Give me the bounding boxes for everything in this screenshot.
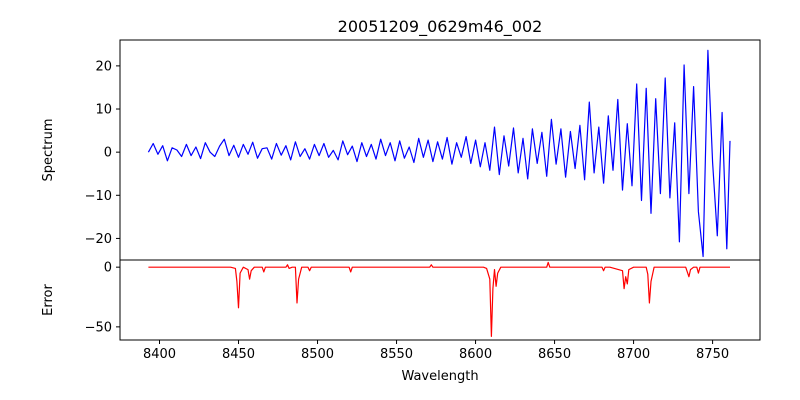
y-tick-label: 0 <box>104 146 112 161</box>
spectrum-y-ticks: −20 −10 0 10 20 <box>85 59 120 247</box>
error-y-ticks: −50 0 <box>85 261 120 335</box>
wavelength-x-ticks: 8400 8450 8500 8550 8600 8650 8700 8750 <box>143 340 729 362</box>
y-tick-label: −20 <box>85 232 112 247</box>
x-tick-label: 8750 <box>696 347 729 362</box>
chart-title: 20051209_0629m46_002 <box>338 17 543 37</box>
y-tick-label: −10 <box>85 189 112 204</box>
x-tick-label: 8700 <box>617 347 650 362</box>
x-tick-label: 8600 <box>459 347 492 362</box>
error-y-axis-label: Error <box>41 284 56 316</box>
spectrum-y-axis-label: Spectrum <box>41 119 56 182</box>
spectrum-panel: −20 −10 0 10 20 Spectrum <box>41 39 761 261</box>
x-tick-label: 8650 <box>538 347 571 362</box>
error-panel: −50 0 8400 8450 8500 8550 8600 8650 8700 8750 Er… <box>41 259 761 384</box>
y-tick-label: 10 <box>95 103 112 118</box>
error-line-0 <box>148 261 730 337</box>
x-tick-label: 8450 <box>222 347 255 362</box>
x-tick-label: 8500 <box>301 347 334 362</box>
spectrum-line-0 <box>147 49 731 258</box>
y-tick-label: 0 <box>104 261 112 276</box>
x-tick-label: 8550 <box>380 347 413 362</box>
y-tick-label: 20 <box>95 59 112 74</box>
x-tick-label: 8400 <box>143 347 176 362</box>
y-tick-label: −50 <box>85 320 112 335</box>
x-axis-label: Wavelength <box>401 369 478 384</box>
error-axes-frame <box>119 259 761 341</box>
spectrum-series-group <box>147 49 731 258</box>
error-series-group <box>148 261 730 337</box>
